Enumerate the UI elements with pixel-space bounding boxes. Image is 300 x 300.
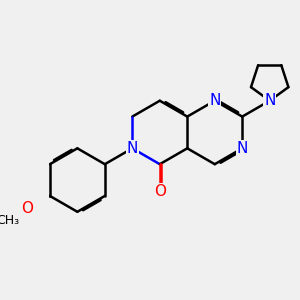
Text: N: N xyxy=(236,141,248,156)
Text: O: O xyxy=(21,201,33,216)
Text: N: N xyxy=(209,93,220,108)
Text: N: N xyxy=(127,141,138,156)
Text: CH₃: CH₃ xyxy=(0,214,19,227)
Text: O: O xyxy=(154,184,166,199)
Text: N: N xyxy=(264,93,275,108)
